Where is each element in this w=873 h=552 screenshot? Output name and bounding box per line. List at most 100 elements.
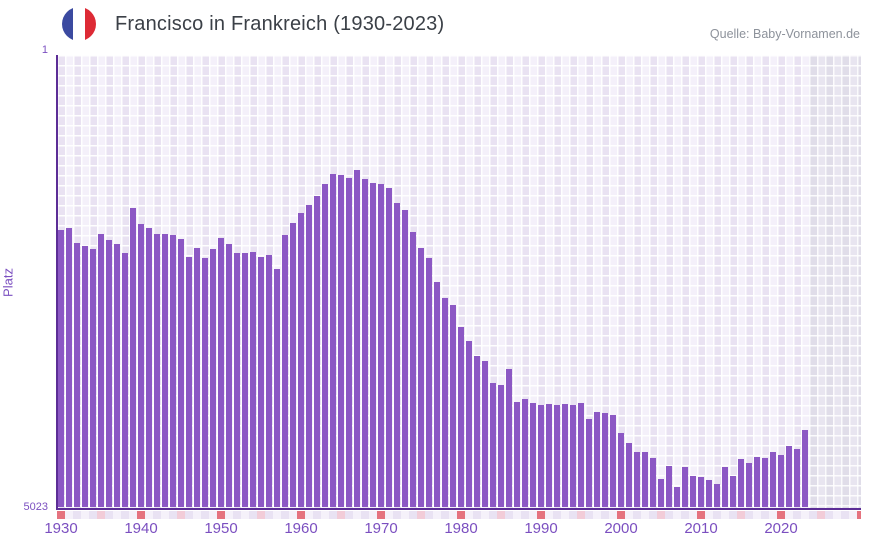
bar-1952[interactable] bbox=[233, 252, 241, 508]
bar-1954[interactable] bbox=[249, 251, 257, 508]
bar-1982[interactable] bbox=[473, 355, 481, 508]
bar-1986[interactable] bbox=[505, 368, 513, 508]
bar-2009[interactable] bbox=[689, 475, 697, 508]
bar-1968[interactable] bbox=[361, 178, 369, 508]
bar-1965[interactable] bbox=[337, 174, 345, 508]
bar-2012[interactable] bbox=[713, 483, 721, 508]
bar-1961[interactable] bbox=[305, 204, 313, 508]
bar-1973[interactable] bbox=[401, 209, 409, 508]
bar-2014[interactable] bbox=[729, 475, 737, 508]
bar-2004[interactable] bbox=[649, 457, 657, 508]
bar-1964[interactable] bbox=[329, 173, 337, 508]
bar-1997[interactable] bbox=[593, 411, 601, 508]
bar-2021[interactable] bbox=[785, 446, 793, 508]
bar-1967[interactable] bbox=[353, 169, 361, 508]
bar-2013[interactable] bbox=[721, 466, 729, 508]
bar-1956[interactable] bbox=[265, 254, 273, 508]
bar-2023[interactable] bbox=[801, 429, 809, 508]
bar-1934[interactable] bbox=[89, 248, 97, 508]
bar-1957[interactable] bbox=[273, 268, 281, 508]
bar-1953[interactable] bbox=[241, 252, 249, 508]
bar-1959[interactable] bbox=[289, 222, 297, 508]
bar-1932[interactable] bbox=[73, 242, 81, 508]
bar-1937[interactable] bbox=[113, 243, 121, 508]
bar-1985[interactable] bbox=[497, 384, 505, 508]
bar-1969[interactable] bbox=[369, 182, 377, 508]
bar-1941[interactable] bbox=[145, 227, 153, 508]
bar-1943[interactable] bbox=[161, 233, 169, 508]
bar-1930[interactable] bbox=[57, 229, 65, 508]
bar-2008[interactable] bbox=[681, 467, 689, 508]
bar-1940[interactable] bbox=[137, 223, 145, 508]
bar-2022[interactable] bbox=[793, 448, 801, 508]
bar-1990[interactable] bbox=[537, 404, 545, 508]
bar-1936[interactable] bbox=[105, 239, 113, 508]
bar-1980[interactable] bbox=[457, 326, 465, 508]
bar-1960[interactable] bbox=[297, 212, 305, 508]
bar-2011[interactable] bbox=[705, 480, 713, 508]
bar-1994[interactable] bbox=[569, 404, 577, 508]
bar-1984[interactable] bbox=[489, 382, 497, 508]
bar-1935[interactable] bbox=[97, 233, 105, 508]
bar-2000[interactable] bbox=[617, 432, 625, 508]
bar-1951[interactable] bbox=[225, 243, 233, 508]
bar-1946[interactable] bbox=[185, 256, 193, 508]
bar-1971[interactable] bbox=[385, 187, 393, 508]
bar-1975[interactable] bbox=[417, 247, 425, 508]
bar-1944[interactable] bbox=[169, 234, 177, 508]
bar-1939[interactable] bbox=[129, 207, 137, 508]
bar-1993[interactable] bbox=[561, 403, 569, 508]
bar-1979[interactable] bbox=[449, 304, 457, 508]
bar-1966[interactable] bbox=[345, 177, 353, 508]
bar-2016[interactable] bbox=[745, 462, 753, 508]
bar-1988[interactable] bbox=[521, 398, 529, 508]
strip-cell bbox=[113, 511, 121, 519]
strip-cell bbox=[121, 511, 129, 519]
bar-1992[interactable] bbox=[553, 404, 561, 508]
bar-1938[interactable] bbox=[121, 252, 129, 508]
bar-2020[interactable] bbox=[777, 454, 785, 508]
bar-2019[interactable] bbox=[769, 451, 777, 508]
bar-1987[interactable] bbox=[513, 401, 521, 508]
bar-2017[interactable] bbox=[753, 456, 761, 508]
bar-1972[interactable] bbox=[393, 202, 401, 508]
bar-1983[interactable] bbox=[481, 360, 489, 508]
strip-cell bbox=[305, 511, 313, 519]
bar-1945[interactable] bbox=[177, 238, 185, 508]
bar-1963[interactable] bbox=[321, 183, 329, 508]
strip-cell bbox=[681, 511, 689, 519]
bar-1989[interactable] bbox=[529, 402, 537, 508]
bar-1970[interactable] bbox=[377, 183, 385, 508]
bar-1977[interactable] bbox=[433, 281, 441, 508]
bar-1933[interactable] bbox=[81, 245, 89, 508]
bar-1948[interactable] bbox=[201, 257, 209, 508]
bar-1995[interactable] bbox=[577, 402, 585, 508]
bar-1991[interactable] bbox=[545, 403, 553, 508]
bar-2018[interactable] bbox=[761, 457, 769, 508]
bar-2006[interactable] bbox=[665, 465, 673, 508]
bar-2015[interactable] bbox=[737, 459, 745, 508]
strip-cell bbox=[769, 511, 777, 519]
bar-2010[interactable] bbox=[697, 477, 705, 508]
bar-1955[interactable] bbox=[257, 256, 265, 508]
bar-1978[interactable] bbox=[441, 297, 449, 508]
bar-2002[interactable] bbox=[633, 451, 641, 508]
bar-1998[interactable] bbox=[601, 412, 609, 508]
bar-2001[interactable] bbox=[625, 442, 633, 508]
bar-1947[interactable] bbox=[193, 247, 201, 508]
bar-1974[interactable] bbox=[409, 231, 417, 508]
bar-1999[interactable] bbox=[609, 414, 617, 508]
bar-1942[interactable] bbox=[153, 233, 161, 508]
bar-2005[interactable] bbox=[657, 479, 665, 508]
bar-1962[interactable] bbox=[313, 195, 321, 508]
bar-1950[interactable] bbox=[217, 237, 225, 508]
strip-cell bbox=[65, 511, 73, 519]
bar-1931[interactable] bbox=[65, 227, 73, 508]
bar-2003[interactable] bbox=[641, 451, 649, 508]
bar-1981[interactable] bbox=[465, 340, 473, 508]
bar-1949[interactable] bbox=[209, 248, 217, 508]
bar-2007[interactable] bbox=[673, 487, 681, 508]
bar-1996[interactable] bbox=[585, 418, 593, 508]
bar-1976[interactable] bbox=[425, 257, 433, 508]
bar-1958[interactable] bbox=[281, 234, 289, 508]
